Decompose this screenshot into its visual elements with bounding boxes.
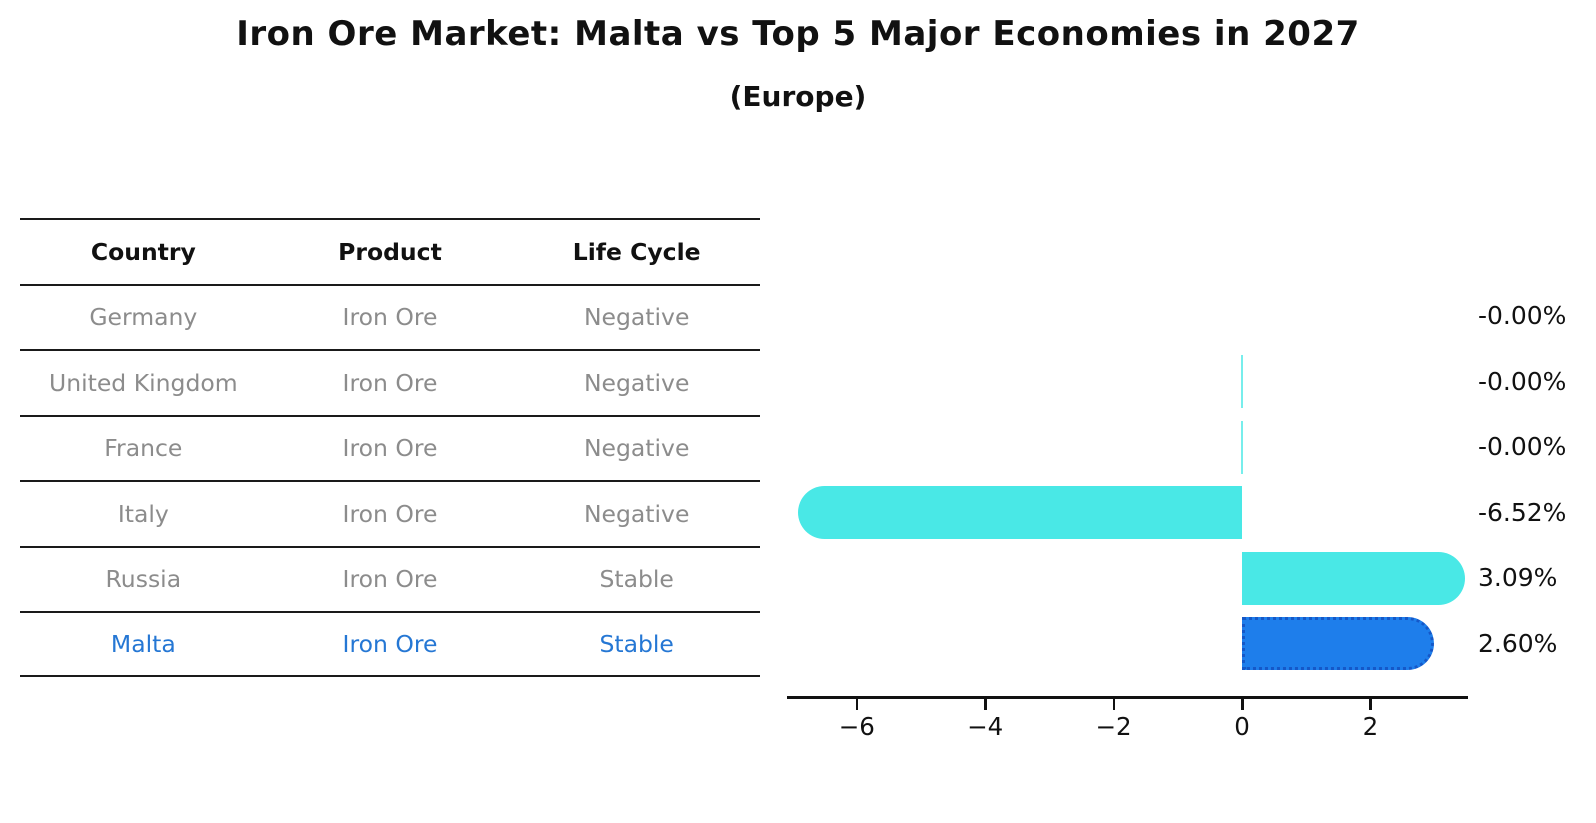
column-header-product: Product — [338, 237, 442, 266]
x-axis-tick-label: −4 — [967, 712, 1004, 741]
country-cell: Germany — [89, 303, 198, 332]
lifecycle-cell: Stable — [599, 565, 674, 594]
x-axis-tick — [984, 698, 987, 710]
product-cell: Iron Ore — [342, 303, 438, 332]
table-row: Russia Iron Ore Stable — [20, 545, 760, 612]
x-axis-tick-label: 2 — [1362, 712, 1379, 741]
product-cell: Iron Ore — [342, 499, 438, 528]
country-cell: Italy — [117, 499, 169, 528]
product-cell: Iron Ore — [342, 368, 438, 397]
bar-russia — [1242, 551, 1466, 605]
table-body: Germany Iron Ore Negative United Kingdom Iro… — [20, 283, 760, 677]
x-axis-tick — [1369, 698, 1372, 710]
x-axis-tick — [1112, 698, 1116, 710]
product-cell: Iron Ore — [342, 434, 438, 463]
country-cell: Malta — [110, 629, 176, 658]
product-cell: Iron Ore — [342, 565, 438, 594]
bar-malta — [1242, 617, 1434, 671]
country-cell: United Kingdom — [49, 368, 238, 397]
bar-united-kingdom — [1241, 355, 1243, 409]
value-label-france: -0.00% — [1478, 432, 1567, 462]
column-header-country: Country — [90, 237, 196, 266]
country-cell: Russia — [105, 565, 182, 594]
country-table: Country Product Life Cycle Germany Iron O… — [20, 218, 760, 677]
table-header-row: Country Product Life Cycle — [20, 218, 760, 284]
x-axis-tick — [855, 698, 859, 710]
bar-france — [1241, 420, 1243, 474]
lifecycle-cell: Stable — [599, 629, 674, 658]
lifecycle-cell: Negative — [583, 499, 690, 528]
value-label-germany: -0.00% — [1478, 301, 1567, 331]
x-axis-tick-label: −6 — [838, 712, 875, 741]
column-header-lifecycle: Life Cycle — [572, 237, 701, 266]
table-row: Malta Iron Ore Stable — [20, 611, 760, 677]
value-label-russia: 3.09% — [1478, 563, 1558, 593]
country-cell: France — [104, 434, 183, 463]
page-title: Iron Ore Market: Malta vs Top 5 Major Ec… — [236, 14, 1360, 54]
lifecycle-cell: Negative — [583, 368, 690, 397]
x-axis-tick-label: 0 — [1234, 712, 1250, 741]
table-row: France Iron Ore Negative — [20, 414, 760, 481]
value-label-italy: -6.52% — [1478, 497, 1567, 527]
x-axis-tick-label: −2 — [1095, 712, 1132, 741]
table-row: Italy Iron Ore Negative — [20, 480, 760, 546]
table-row: Germany Iron Ore Negative — [20, 283, 760, 350]
value-label-malta: 2.60% — [1478, 628, 1558, 658]
page-subtitle: (Europe) — [729, 80, 867, 113]
lifecycle-cell: Negative — [583, 434, 690, 463]
x-axis-line — [787, 696, 1468, 699]
bar-italy — [798, 486, 1242, 540]
product-cell: Iron Ore — [342, 629, 438, 658]
x-axis-tick — [1241, 698, 1244, 710]
table-row: United Kingdom Iron Ore Negative — [20, 349, 760, 415]
lifecycle-cell: Negative — [583, 303, 690, 332]
value-label-united-kingdom: -0.00% — [1478, 366, 1567, 396]
